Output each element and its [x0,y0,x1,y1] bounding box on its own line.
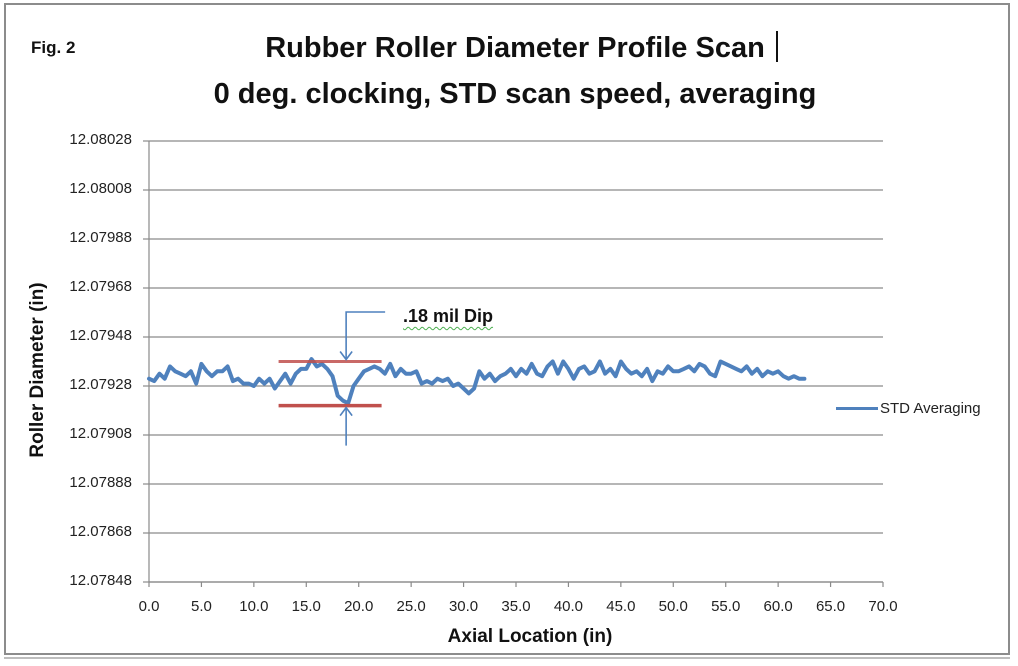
chart-frame [4,3,1010,655]
legend-label: STD Averaging [880,400,981,417]
gridlines [143,140,883,583]
dip-annotation-markers [278,311,386,446]
x-tick-label: 60.0 [763,598,793,615]
axis-lines [148,141,884,587]
y-tick-label: 12.07888 [69,474,132,491]
y-tick-label: 12.07968 [69,278,132,295]
x-tick-label: 20.0 [344,598,374,615]
series-line-std-averaging [147,357,807,406]
x-axis-label: Axial Location (in) [447,626,613,647]
y-tick-label: 12.07848 [69,572,132,589]
dip-annotation-label: .18 mil Dip [403,306,494,326]
legend: STD Averaging [836,400,981,417]
x-tick-label: 50.0 [658,598,688,615]
chart-title-line2: 0 deg. clocking, STD scan speed, averagi… [213,78,817,110]
y-tick-label: 12.07908 [69,425,132,442]
x-tick-label: 45.0 [606,598,636,615]
x-tick-label: 40.0 [553,598,584,615]
x-tick-label: 65.0 [815,598,846,615]
x-tick-label: 70.0 [868,598,898,615]
figure-label: Fig. 2 [31,38,76,57]
y-tick-label: 12.08008 [69,180,132,197]
x-tick-label: 30.0 [448,598,479,615]
x-tick-label: 5.0 [190,598,212,615]
x-tick-label: 15.0 [291,598,321,615]
x-tick-label: 10.0 [239,598,269,615]
text-cursor [776,31,778,62]
y-tick-label: 12.07988 [69,229,132,246]
x-tick-label: 35.0 [501,598,531,615]
y-tick-label: 12.07928 [69,376,132,393]
x-tick-label: 0.0 [138,598,160,615]
y-tick-label: 12.07868 [69,523,132,540]
x-tick-label: 25.0 [396,598,426,615]
x-tick-label: 55.0 [711,598,741,615]
frame-shadow [4,657,1010,659]
legend-line-swatch [836,407,878,410]
chart-title-line1: Rubber Roller Diameter Profile Scan [265,32,765,64]
y-axis-label: Roller Diameter (in) [27,282,48,458]
y-tick-label: 12.07948 [69,327,132,344]
y-tick-label: 12.08028 [69,131,132,148]
